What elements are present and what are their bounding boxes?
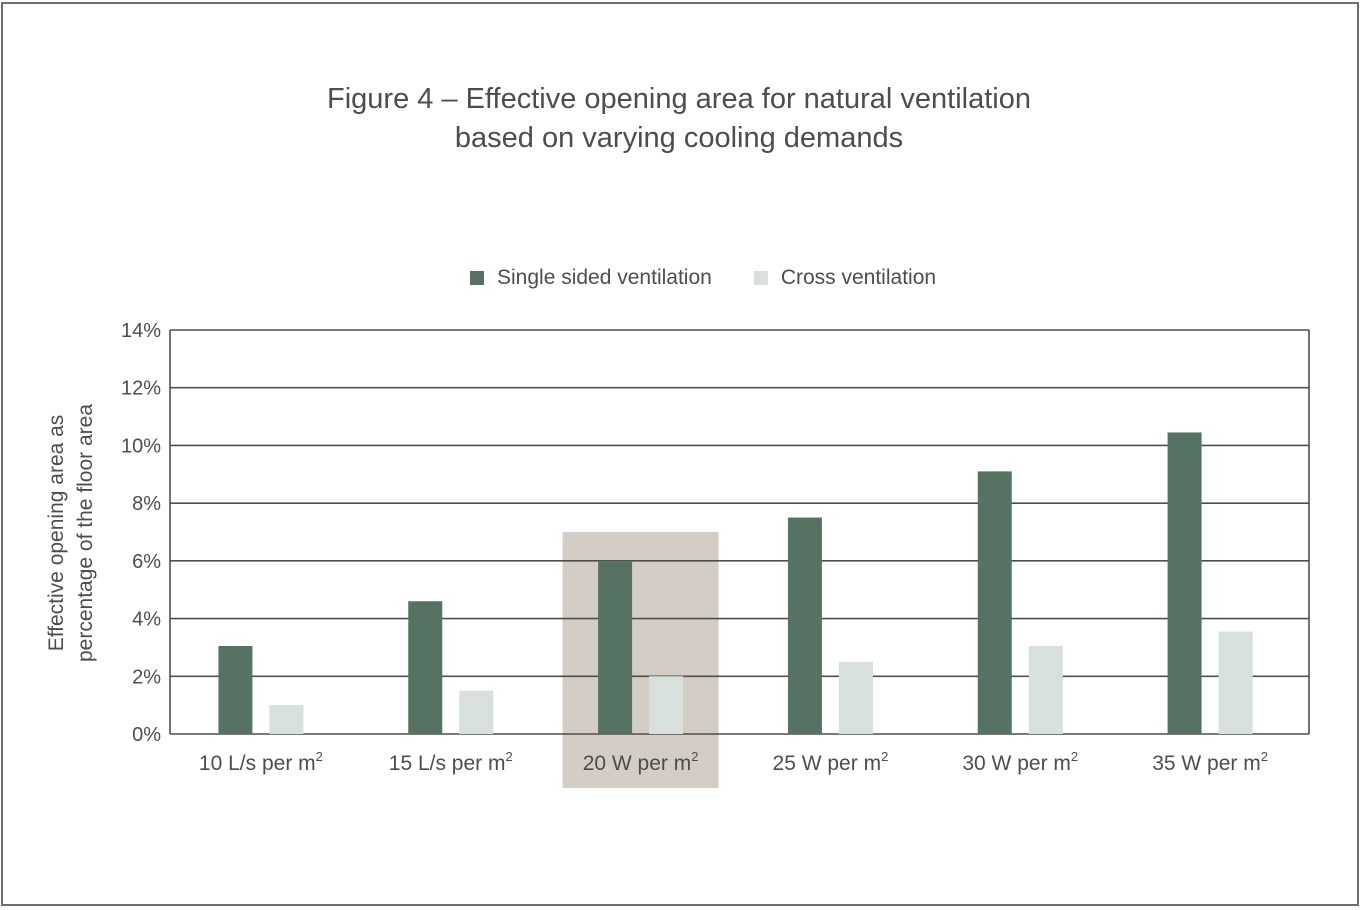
bar-single-sided-2 xyxy=(598,560,633,734)
legend-swatch-cross xyxy=(753,271,768,285)
x-tick-label-1: 15 L/s per m2 xyxy=(389,749,513,775)
bar-cross-1 xyxy=(459,690,494,734)
y-axis-label-line-2: percentage of the floor area xyxy=(74,404,97,662)
legend-item-single-sided: Single sided ventilation xyxy=(470,266,712,290)
chart-title: Figure 4 – Effective opening area for na… xyxy=(0,80,1358,158)
y-tick-label-6: 6% xyxy=(132,551,161,573)
y-tick-label-14: 14% xyxy=(121,320,161,342)
y-tick-label-12: 12% xyxy=(121,378,161,400)
y-tick-label-2: 2% xyxy=(132,666,161,688)
bar-single-sided-5 xyxy=(1167,432,1202,734)
x-tick-label-2: 20 W per m2 xyxy=(583,749,699,775)
y-tick-label-0: 0% xyxy=(132,724,161,746)
chart-legend: Single sided ventilation Cross ventilati… xyxy=(470,266,978,290)
legend-label-cross: Cross ventilation xyxy=(780,266,937,289)
bar-single-sided-3 xyxy=(787,517,822,734)
x-tick-label-0: 10 L/s per m2 xyxy=(199,749,323,775)
bar-cross-2 xyxy=(649,676,684,734)
chart-title-line-2: based on varying cooling demands xyxy=(454,122,904,154)
legend-label-single-sided: Single sided ventilation xyxy=(497,266,712,289)
x-tick-label-3: 25 W per m2 xyxy=(773,749,889,775)
legend-item-cross: Cross ventilation xyxy=(753,266,937,290)
bar-cross-3 xyxy=(838,661,873,734)
chart-title-line-1: Figure 4 – Effective opening area for na… xyxy=(327,83,1031,115)
bar-single-sided-1 xyxy=(408,601,443,734)
highlight-box xyxy=(562,532,719,788)
legend-swatch-single-sided xyxy=(470,271,484,285)
bar-single-sided-4 xyxy=(977,471,1012,734)
bar-cross-0 xyxy=(269,705,304,734)
y-tick-label-10: 10% xyxy=(121,435,161,457)
y-tick-label-4: 4% xyxy=(132,609,161,631)
y-axis-label-line-1: Effective opening area as xyxy=(45,415,68,652)
y-axis-label: Effective opening area as percentage of t… xyxy=(45,404,97,662)
y-tick-label-8: 8% xyxy=(132,493,161,515)
bar-single-sided-0 xyxy=(218,645,253,734)
bar-cross-5 xyxy=(1218,631,1253,734)
bar-cross-4 xyxy=(1028,645,1063,734)
x-tick-label-5: 35 W per m2 xyxy=(1152,749,1268,775)
x-tick-label-4: 30 W per m2 xyxy=(962,749,1078,775)
